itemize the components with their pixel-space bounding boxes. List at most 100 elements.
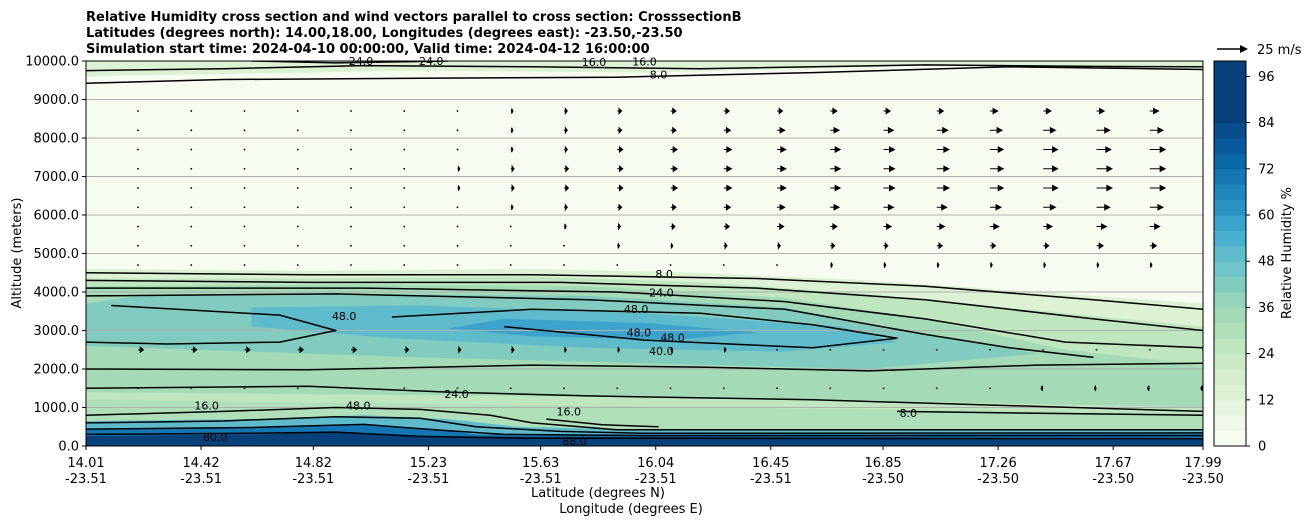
contour-line-5: [86, 287, 1203, 349]
contour-line-8: [86, 304, 337, 345]
y-tick-label-3: 3000.0: [34, 324, 80, 339]
wind-vector-1-15: [936, 126, 949, 134]
x-tick-label-lon-9: -23.50: [1092, 472, 1134, 487]
wind-vector-3-5: [403, 167, 406, 170]
wind-vector-0-13: [830, 107, 838, 115]
wind-vector-10-8: [563, 387, 565, 390]
wind-vector-5-18: [1096, 203, 1111, 211]
colorbar-segment-23: [1214, 76, 1246, 93]
wind-vector-8-5: [403, 264, 406, 266]
colorbar-segment-12: [1214, 245, 1246, 262]
wind-vector-7-0: [137, 244, 139, 247]
wind-vector-6-7: [509, 225, 512, 228]
wind-vector-6-20: [1203, 224, 1213, 229]
colorbar-segment-16: [1214, 184, 1246, 201]
wind-vector-4-9: [617, 184, 624, 192]
colorbar-tick-label-5: 60: [1258, 209, 1275, 224]
wind-vector-0-3: [296, 110, 299, 112]
wind-vector-6-17: [1043, 223, 1054, 230]
x-tick-label-lat-1: 14.42: [182, 456, 219, 471]
wind-vector-6-19: [1149, 223, 1161, 230]
wind-vector-4-15: [936, 184, 950, 192]
wind-vector-3-1: [190, 167, 193, 170]
wind-vector-4-12: [777, 184, 787, 192]
contour-label-15: 16.0: [194, 400, 219, 413]
wind-vector-5-6: [456, 206, 459, 209]
wind-vector-9-17: [1042, 348, 1045, 351]
wind-vector-6-12: [777, 223, 785, 231]
wind-vector-4-2: [243, 187, 246, 189]
wind-vector-4-17: [1043, 184, 1059, 192]
contour-label-4: 8.0: [650, 68, 668, 81]
colorbar-segment-5: [1214, 353, 1246, 370]
wind-vector-9-7: [510, 345, 515, 354]
contour-label-3: 16.0: [632, 56, 657, 69]
wind-vector-9-1: [191, 346, 198, 354]
y-tick-label-1: 1000.0: [34, 401, 80, 416]
wind-vector-10-4: [350, 387, 352, 390]
wind-vector-10-11: [722, 387, 725, 390]
wind-vector-2-13: [830, 146, 842, 153]
quiver-key: 25 m/s: [1217, 43, 1302, 58]
wind-vector-0-8: [564, 106, 568, 116]
wind-vector-0-12: [777, 107, 784, 115]
y-tick-label-2: 2000.0: [34, 363, 80, 378]
wind-vector-9-13: [829, 348, 832, 351]
wind-vector-7-10: [670, 242, 674, 249]
wind-vector-9-0: [138, 346, 145, 354]
wind-vector-6-1: [190, 225, 193, 228]
wind-vector-7-15: [936, 242, 944, 250]
contour-label-2: 16.0: [582, 56, 607, 69]
wind-vector-1-2: [243, 129, 246, 132]
x-tick-label-lat-8: 17.26: [980, 456, 1017, 471]
wind-vector-7-11: [723, 241, 728, 250]
x-tick-label-lon-6: -23.51: [750, 472, 792, 487]
wind-vector-3-17: [1043, 165, 1059, 173]
wind-vector-3-7: [510, 164, 515, 173]
wind-vector-0-0: [137, 110, 139, 112]
x-axis-ticks: 14.01-23.5114.42-23.5114.82-23.5115.23-2…: [65, 446, 1224, 487]
wind-vector-5-12: [777, 203, 786, 211]
colorbar-segment-20: [1214, 122, 1246, 139]
wind-vector-3-2: [243, 167, 246, 170]
wind-vector-5-9: [617, 203, 623, 212]
x-tick-label-lat-7: 16.85: [864, 456, 901, 471]
colorbar-segment-3: [1214, 384, 1246, 401]
wind-vector-0-1: [190, 110, 193, 112]
rh-contour-lines: [86, 61, 1203, 440]
colorbar-tick-label-3: 36: [1258, 301, 1275, 316]
wind-vector-9-2: [244, 346, 251, 354]
wind-vector-10-12: [776, 387, 778, 390]
wind-vector-1-14: [883, 126, 895, 134]
wind-vector-4-14: [883, 184, 896, 192]
wind-vector-10-7: [509, 387, 512, 390]
wind-vector-2-19: [1149, 146, 1167, 153]
wind-vector-1-0: [137, 129, 139, 132]
wind-vector-7-14: [883, 242, 889, 250]
contour-line-9: [391, 308, 898, 349]
colorbar-segment-6: [1214, 338, 1246, 355]
wind-vector-3-14: [883, 165, 896, 173]
wind-vector-0-11: [723, 107, 731, 115]
x-tick-label-lon-1: -23.51: [180, 472, 222, 487]
chart-title-line-1: Relative Humidity cross section and wind…: [86, 10, 742, 25]
colorbar-segment-22: [1214, 91, 1246, 108]
y-tick-label-8: 8000.0: [34, 132, 80, 147]
wind-vector-2-17: [1043, 146, 1059, 153]
wind-vector-3-0: [137, 167, 139, 170]
wind-vector-1-3: [296, 129, 299, 132]
wind-vector-8-12: [776, 264, 778, 266]
wind-vector-0-17: [1043, 107, 1052, 115]
x-tick-label-lat-9: 17.67: [1095, 456, 1132, 471]
wind-vector-7-18: [1096, 242, 1105, 250]
wind-vector-8-6: [456, 264, 459, 266]
wind-vectors: [137, 106, 1213, 392]
wind-vector-6-13: [830, 223, 838, 231]
wind-vector-8-4: [350, 264, 352, 266]
colorbar-frame: [1213, 60, 1247, 447]
wind-vector-7-2: [243, 244, 246, 247]
chart-title-line-2: Latitudes (degrees north): 14.00,18.00, …: [86, 26, 683, 41]
colorbar: 0 12 24 36 48 60 72 84 96: [1213, 60, 1275, 455]
wind-vector-7-5: [403, 244, 406, 247]
contour-line-13: [86, 406, 1203, 431]
